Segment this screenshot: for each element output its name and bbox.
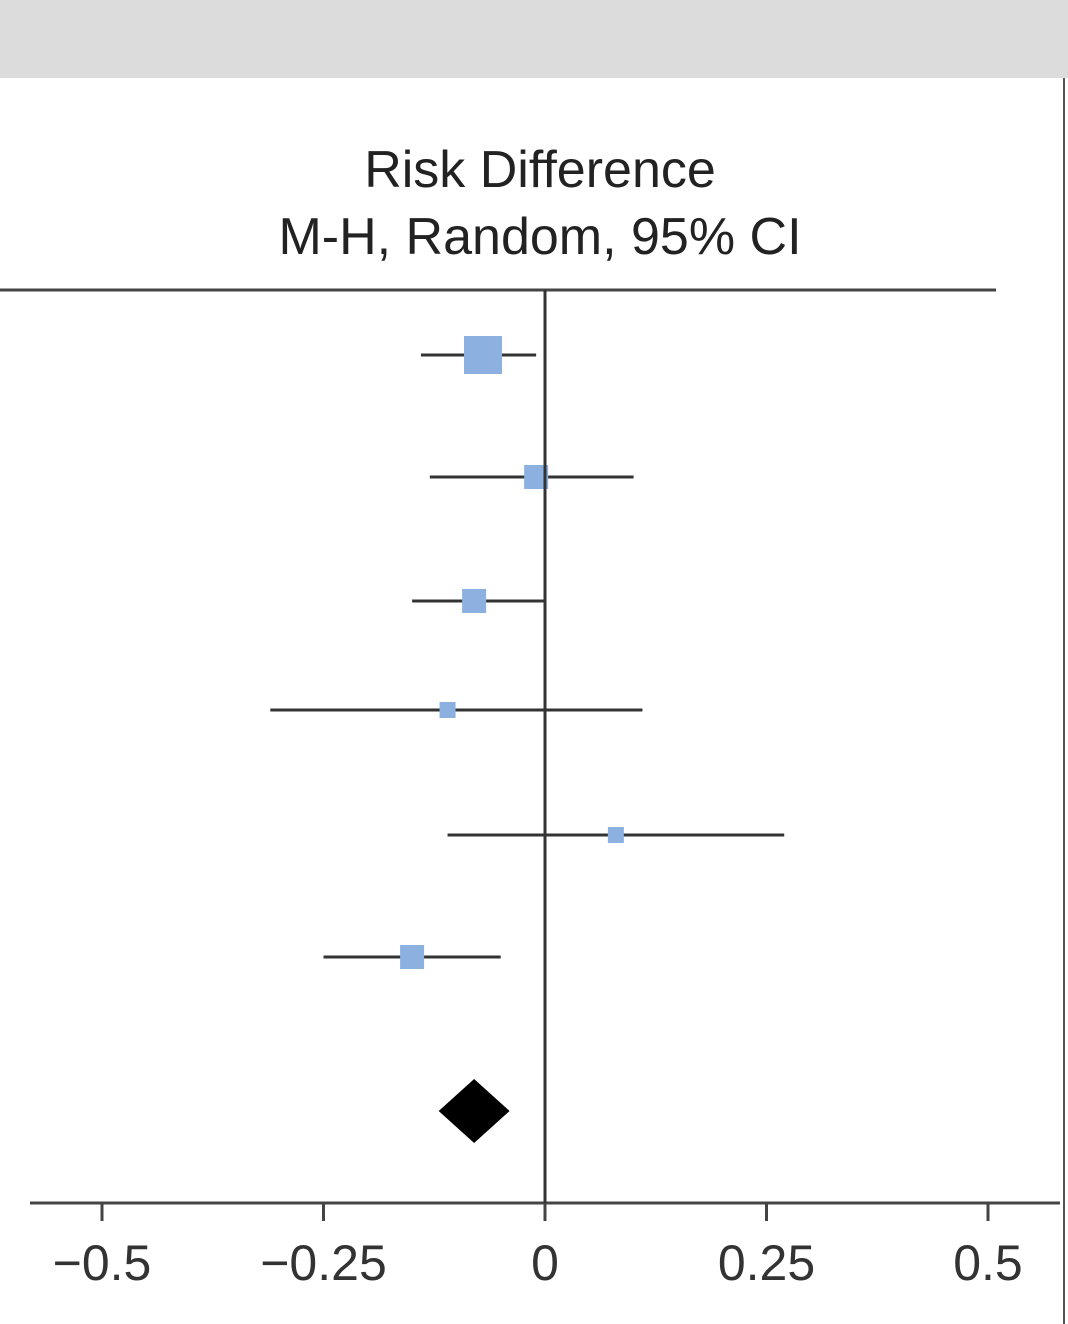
study-effect-marker bbox=[400, 945, 425, 969]
x-tick-label: 0 bbox=[531, 1235, 559, 1291]
study-effect-marker bbox=[607, 827, 624, 843]
x-tick-label: −0.25 bbox=[260, 1235, 387, 1291]
chart-title-line-1: Risk Difference bbox=[364, 141, 716, 199]
chart-title-line-2: M-H, Random, 95% CI bbox=[278, 208, 802, 266]
study-row bbox=[412, 589, 545, 613]
study-rows bbox=[270, 336, 785, 969]
study-effect-marker bbox=[463, 336, 502, 374]
study-row bbox=[447, 827, 785, 843]
x-axis-ticks: −0.5 −0.25 0 0.25 0.5 bbox=[53, 1203, 1023, 1291]
study-effect-marker bbox=[462, 589, 487, 613]
study-effect-marker bbox=[439, 702, 456, 718]
study-row bbox=[429, 465, 634, 489]
study-row bbox=[270, 702, 643, 718]
study-row bbox=[420, 336, 537, 374]
x-tick-label: −0.5 bbox=[53, 1235, 152, 1291]
pooled-effect-diamond bbox=[438, 1079, 510, 1143]
x-tick-label: 0.5 bbox=[953, 1235, 1023, 1291]
right-border bbox=[1063, 78, 1065, 1324]
top-header-band bbox=[0, 0, 1068, 78]
x-tick-label: 0.25 bbox=[718, 1235, 815, 1291]
study-row bbox=[323, 945, 501, 969]
